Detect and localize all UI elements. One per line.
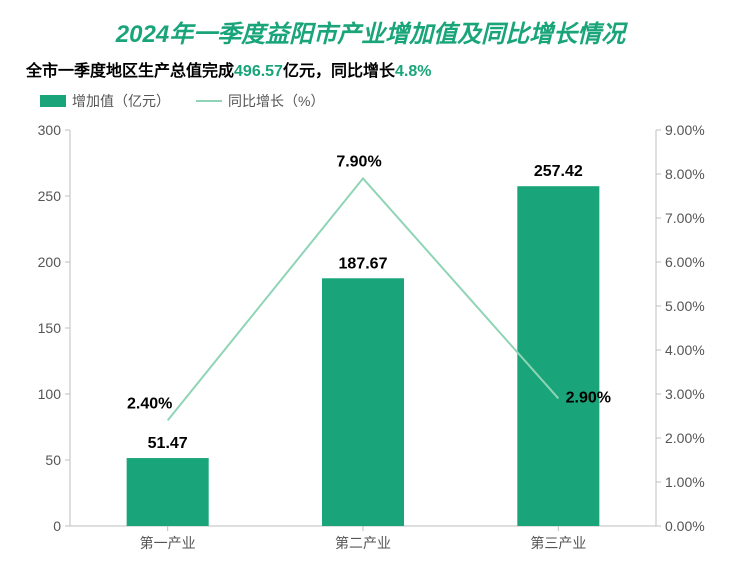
subtitle-prefix: 全市一季度地区生产总值完成 [26, 63, 234, 80]
y1-tick-label: 300 [38, 122, 62, 138]
y2-tick-label: 1.00% [665, 474, 705, 490]
y2-tick-label: 4.00% [665, 342, 705, 358]
bar [322, 278, 404, 526]
chart-svg: 0 50 100 150 200 250 300 0.00% 1.00% 2.00% 3.00% 4.… [20, 120, 721, 561]
chart-title: 2024年一季度益阳市产业增加值及同比增长情况 [20, 14, 721, 49]
y2-tick-label: 9.00% [665, 122, 705, 138]
y1-tick-label: 250 [38, 188, 62, 204]
y1-tick-label: 50 [45, 452, 61, 468]
y1-tick-label: 200 [38, 254, 62, 270]
legend-bar-swatch [40, 95, 66, 107]
chart-subtitle: 全市一季度地区生产总值完成496.57亿元，同比增长4.8% [26, 57, 721, 81]
y1-tick-label: 150 [38, 320, 62, 336]
y2-tick-label: 0.00% [665, 518, 705, 534]
subtitle-mid: 亿元，同比增长 [283, 63, 395, 80]
legend: 增加值（亿元） 同比增长（%） [40, 91, 721, 111]
line-data-label: 2.40% [127, 395, 172, 412]
legend-line-swatch [196, 100, 222, 102]
subtitle-value-2: 4.8% [395, 63, 431, 80]
y2-tick-label: 6.00% [665, 254, 705, 270]
chart-area: 0 50 100 150 200 250 300 0.00% 1.00% 2.00% 3.00% 4.… [20, 120, 721, 561]
x-tick-label: 第一产业 [140, 535, 196, 551]
legend-line-label: 同比增长（%） [228, 91, 324, 111]
bar [127, 458, 209, 526]
legend-item-line: 同比增长（%） [196, 91, 324, 111]
bar [517, 186, 599, 526]
y2-tick-label: 5.00% [665, 298, 705, 314]
y2-tick-label: 7.00% [665, 210, 705, 226]
x-tick-label: 第二产业 [335, 535, 391, 551]
y2-tick-label: 2.00% [665, 430, 705, 446]
x-tick-label: 第三产业 [530, 535, 586, 551]
bar-data-label: 51.47 [148, 435, 188, 452]
line-data-label: 7.90% [336, 153, 381, 170]
y2-tick-label: 3.00% [665, 386, 705, 402]
legend-bar-label: 增加值（亿元） [72, 91, 170, 111]
y1-tick-label: 100 [38, 386, 62, 402]
bar-data-label: 257.42 [534, 163, 583, 180]
subtitle-value-1: 496.57 [234, 63, 283, 80]
y2-tick-label: 8.00% [665, 166, 705, 182]
chart-container: 2024年一季度益阳市产业增加值及同比增长情况 全市一季度地区生产总值完成496… [0, 0, 741, 581]
bar-data-label: 187.67 [339, 255, 388, 272]
legend-item-bar: 增加值（亿元） [40, 91, 170, 111]
y1-tick-label: 0 [53, 518, 61, 534]
line-data-label: 2.90% [566, 389, 611, 406]
